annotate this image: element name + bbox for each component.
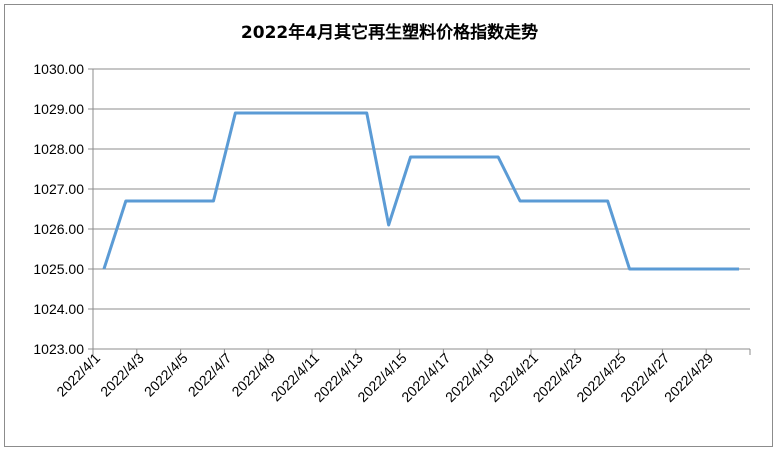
- y-tick-label: 1024.00: [33, 301, 84, 317]
- x-tick-label: 2022/4/3: [97, 350, 147, 400]
- y-tick-label: 1029.00: [33, 101, 84, 117]
- y-tick-label: 1028.00: [33, 141, 84, 157]
- x-tick-label: 2022/4/5: [141, 350, 191, 400]
- series-line: [102, 111, 740, 271]
- x-tick-label: 2022/4/1: [53, 350, 103, 400]
- x-tick-label: 2022/4/7: [185, 350, 235, 400]
- y-tick-label: 1025.00: [33, 261, 84, 277]
- y-tick-label: 1023.00: [33, 341, 84, 357]
- y-tick-label: 1030.00: [33, 61, 84, 77]
- y-tick-label: 1026.00: [33, 221, 84, 237]
- chart-title: 2022年4月其它再生塑料价格指数走势: [240, 23, 539, 43]
- y-tick-label: 1027.00: [33, 181, 84, 197]
